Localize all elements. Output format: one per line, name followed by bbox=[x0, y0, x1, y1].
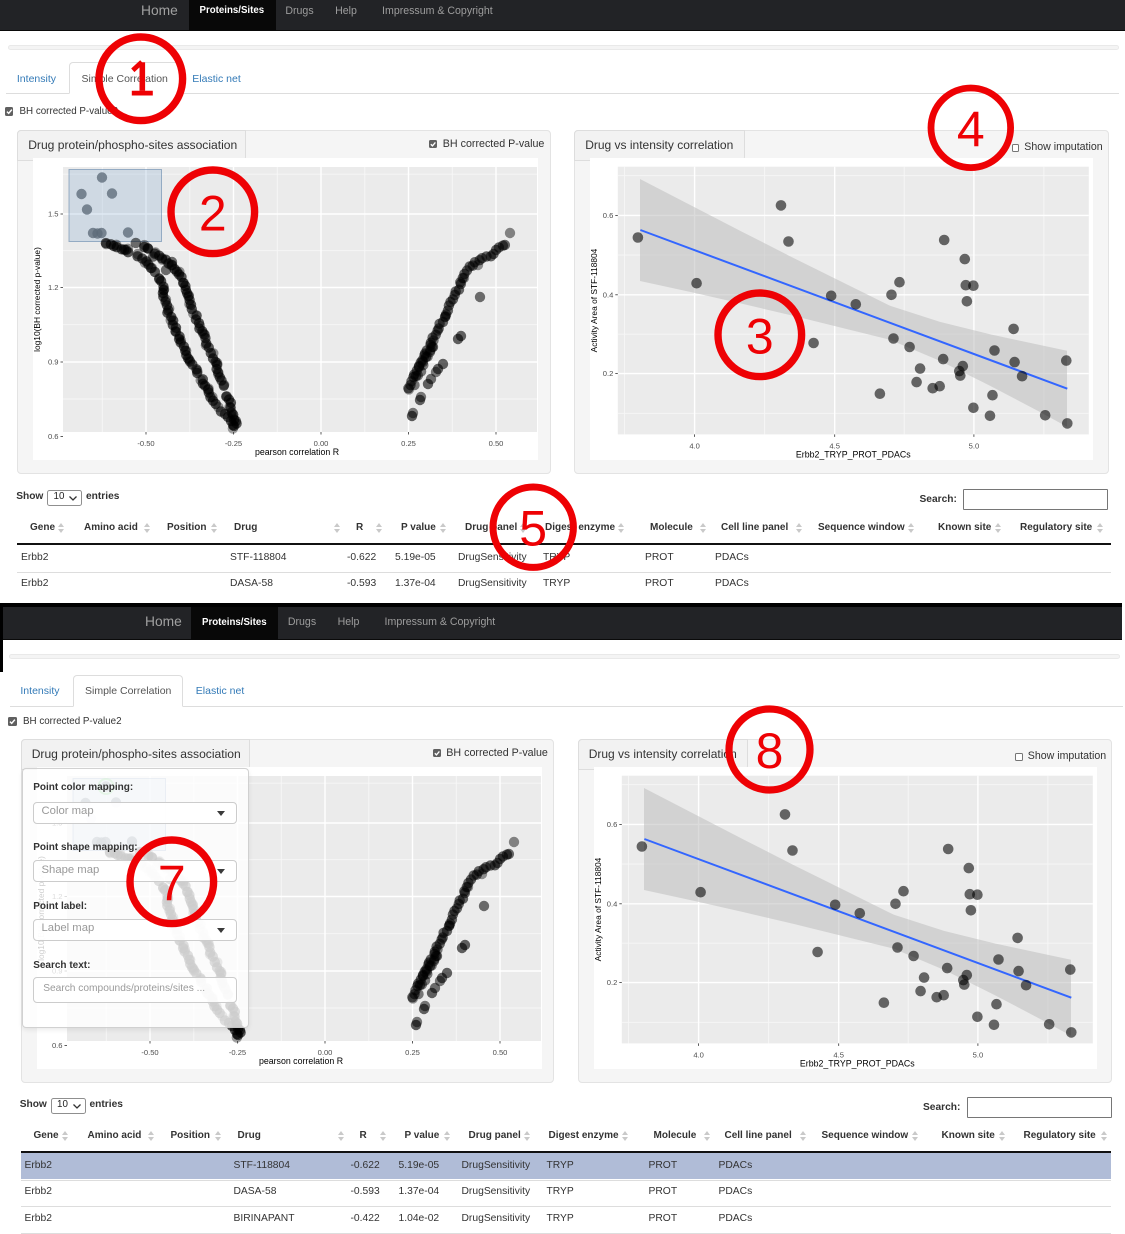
svg-text:2: 2 bbox=[199, 185, 227, 241]
svg-text:0.2: 0.2 bbox=[603, 369, 614, 378]
svg-text:4.0: 4.0 bbox=[689, 441, 700, 450]
svg-text:0.25: 0.25 bbox=[405, 1048, 420, 1057]
svg-text:pearson correlation R: pearson correlation R bbox=[255, 447, 339, 457]
svg-text:4.5: 4.5 bbox=[833, 1050, 844, 1059]
svg-text:0.50: 0.50 bbox=[489, 439, 504, 448]
svg-text:Activity Area of STF-118804: Activity Area of STF-118804 bbox=[590, 248, 599, 352]
svg-text:0.2: 0.2 bbox=[606, 978, 617, 987]
svg-text:0.00: 0.00 bbox=[317, 1048, 332, 1057]
svg-text:0.6: 0.6 bbox=[48, 432, 59, 441]
svg-text:0.9: 0.9 bbox=[48, 358, 59, 367]
svg-text:0.6: 0.6 bbox=[603, 211, 614, 220]
svg-text:0.6: 0.6 bbox=[606, 820, 617, 829]
svg-text:5: 5 bbox=[520, 500, 548, 556]
svg-text:-0.50: -0.50 bbox=[137, 439, 154, 448]
svg-text:1.2: 1.2 bbox=[48, 283, 59, 292]
svg-text:0.4: 0.4 bbox=[603, 290, 614, 299]
svg-text:log10(BH corrected p-value): log10(BH corrected p-value) bbox=[33, 247, 42, 352]
svg-text:4: 4 bbox=[957, 101, 985, 157]
svg-text:Erbb2_TRYP_PROT_PDACs: Erbb2_TRYP_PROT_PDACs bbox=[799, 1058, 914, 1068]
svg-text:4.0: 4.0 bbox=[693, 1050, 704, 1059]
svg-text:-0.25: -0.25 bbox=[225, 439, 242, 448]
svg-text:3: 3 bbox=[746, 308, 774, 364]
svg-text:5.0: 5.0 bbox=[972, 1050, 983, 1059]
svg-text:Activity Area of STF-118804: Activity Area of STF-118804 bbox=[594, 857, 603, 961]
svg-text:pearson correlation R: pearson correlation R bbox=[258, 1056, 342, 1066]
svg-text:7: 7 bbox=[158, 855, 186, 911]
svg-text:0.6: 0.6 bbox=[51, 1041, 62, 1050]
svg-text:8: 8 bbox=[755, 723, 783, 779]
svg-text:5.0: 5.0 bbox=[969, 441, 980, 450]
svg-text:0.50: 0.50 bbox=[492, 1048, 507, 1057]
svg-text:0.25: 0.25 bbox=[401, 439, 416, 448]
svg-text:Erbb2_TRYP_PROT_PDACs: Erbb2_TRYP_PROT_PDACs bbox=[796, 449, 911, 459]
svg-text:-0.50: -0.50 bbox=[141, 1048, 158, 1057]
svg-text:0.00: 0.00 bbox=[314, 439, 329, 448]
svg-text:4.5: 4.5 bbox=[829, 441, 840, 450]
svg-text:-0.25: -0.25 bbox=[228, 1048, 245, 1057]
svg-text:1.5: 1.5 bbox=[48, 210, 59, 219]
svg-text:0.4: 0.4 bbox=[606, 899, 617, 908]
